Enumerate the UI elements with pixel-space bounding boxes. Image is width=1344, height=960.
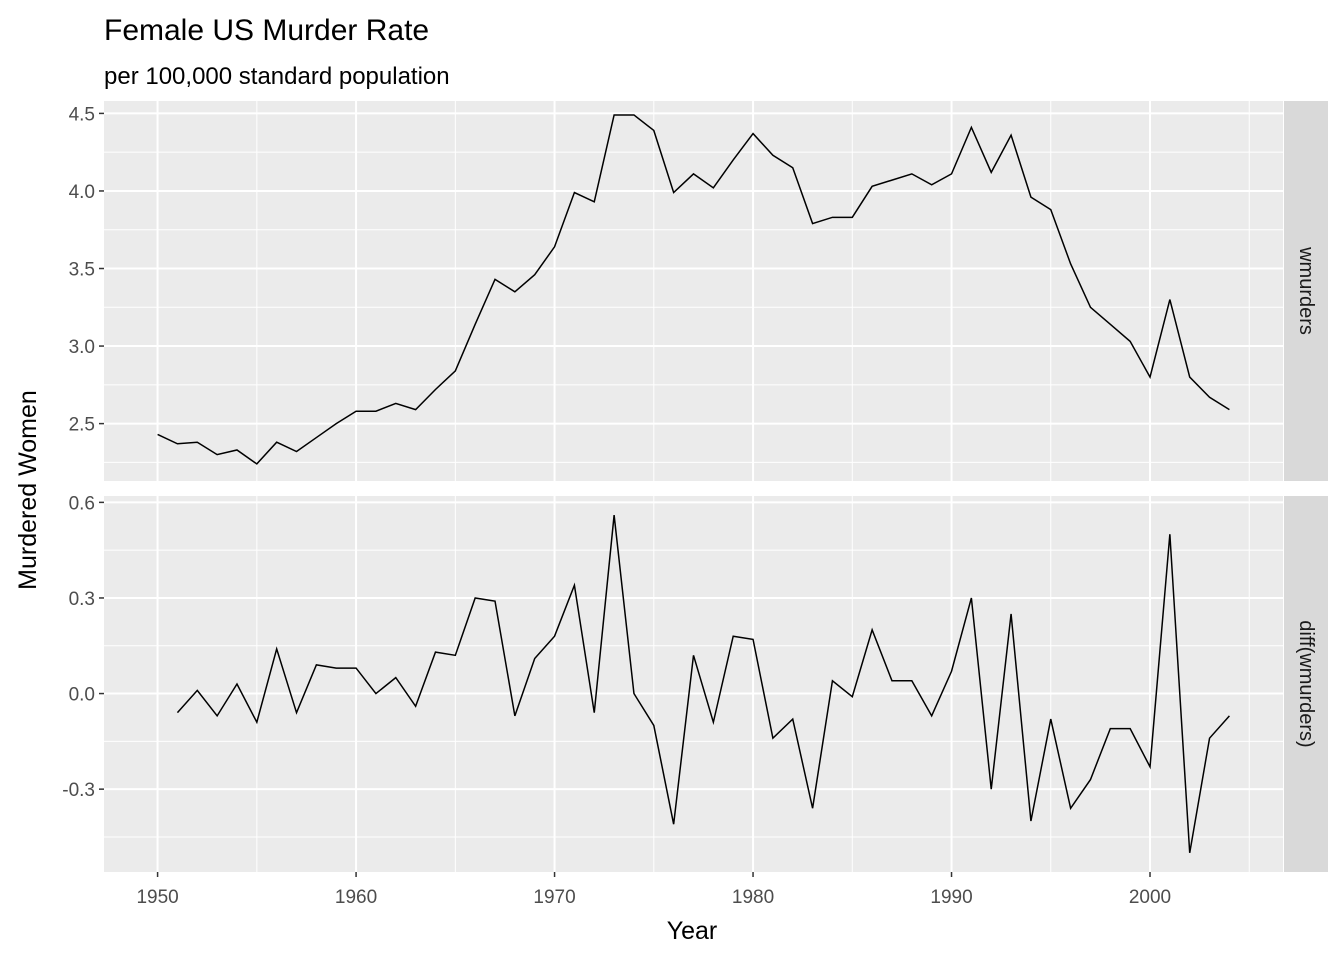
panel-1: 2.5 3.0 3.5 4.0 4.5 wmurders	[69, 101, 1328, 481]
facet-strip-label: diff(wmurders)	[1295, 620, 1317, 747]
y-tick-label: 0.6	[69, 493, 95, 514]
chart-subtitle: per 100,000 standard population	[104, 63, 450, 90]
x-tick-label: 1980	[732, 887, 774, 908]
series-line-wmurders	[157, 114, 1230, 465]
y-tick-label: 0.3	[69, 589, 95, 610]
y-tick-label: 4.0	[69, 182, 95, 203]
panel-background	[104, 496, 1283, 872]
panel-2: -0.3 0.0 0.3 0.6 diff(wmurders)	[62, 493, 1328, 872]
panel-background	[104, 101, 1283, 481]
x-tick-label: 1970	[533, 887, 575, 908]
x-tick-label: 1990	[930, 887, 972, 908]
x-tick-label: 1960	[335, 887, 377, 908]
x-axis-title: Year	[667, 917, 718, 945]
x-tick-label: 1950	[136, 887, 178, 908]
panels: 2.5 3.0 3.5 4.0 4.5 wmurders -0.3 0.0 0.3 0.6 diff…	[62, 101, 1328, 872]
facet-strip-label: wmurders	[1295, 246, 1317, 335]
chart-title: Female US Murder Rate	[104, 14, 429, 47]
x-axis: 1950 1960 1970 1980 1990 2000	[136, 872, 1171, 908]
y-axis-title: Murdered Women	[14, 390, 42, 590]
y-tick-label: 0.0	[69, 685, 95, 706]
y-tick-label: 2.5	[69, 415, 95, 436]
y-tick-label: 3.0	[69, 337, 95, 358]
facet-strip	[1284, 496, 1328, 872]
x-tick-label: 2000	[1129, 887, 1171, 908]
y-tick-label: -0.3	[62, 780, 95, 801]
facet-strip	[1284, 101, 1328, 481]
y-tick-label: 4.5	[69, 104, 95, 125]
series-line-diff(wmurders)	[176, 515, 1230, 854]
y-tick-label: 3.5	[69, 260, 95, 281]
